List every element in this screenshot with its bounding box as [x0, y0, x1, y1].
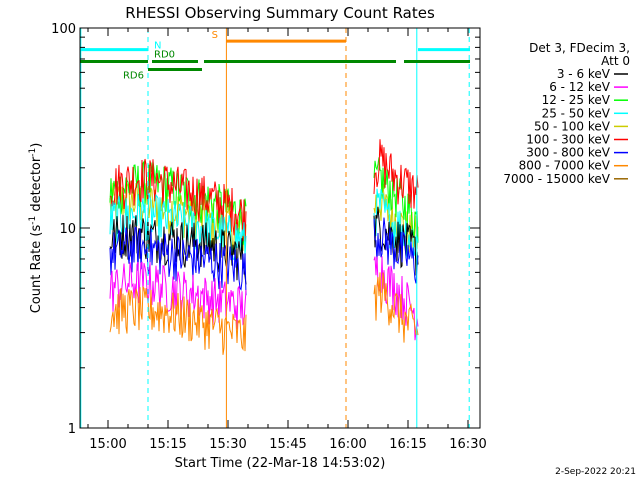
y-axis-ticks: 1 10 100	[51, 22, 480, 437]
legend-entry-label: 12 - 25 keV	[542, 93, 611, 107]
series-6-segment-1	[373, 256, 419, 341]
legend-entry-label: 6 - 12 keV	[549, 80, 611, 94]
y-axis-label-main: Count Rate (s	[29, 225, 44, 314]
y-tick-label: 10	[59, 222, 76, 237]
legend-entry-label: 25 - 50 keV	[542, 106, 611, 120]
y-tick-label: 1	[68, 422, 76, 437]
x-tick-label: 15:00	[89, 437, 126, 452]
y-tick-label: 100	[51, 22, 76, 37]
data-layer	[109, 139, 419, 355]
chart-title: RHESSI Observing Summary Count Rates	[125, 4, 435, 22]
series-4-segment-1	[373, 207, 419, 276]
legend-header-2: Att 0	[601, 54, 630, 68]
legend-entry-label: 800 - 7000 keV	[519, 159, 611, 173]
series-3-segment-0	[109, 193, 247, 261]
x-tick-label: 15:30	[209, 437, 246, 452]
x-tick-label: 16:30	[449, 437, 486, 452]
x-tick-label: 16:00	[329, 437, 366, 452]
series-5-segment-1	[373, 217, 419, 284]
state-bar-label-S: S	[212, 30, 218, 41]
series-2-segment-1	[373, 139, 419, 209]
series-2-segment-0	[109, 158, 247, 242]
series-6-segment-0	[109, 261, 247, 330]
timestamp: 2-Sep-2022 20:21	[555, 467, 636, 477]
legend-entry-label: 7000 - 15000 keV	[503, 172, 610, 186]
legend-entry-label: 3 - 6 keV	[557, 67, 611, 81]
legend-header-1: Det 3, FDecim 3,	[529, 41, 630, 55]
x-axis-ticks: 15:00 15:15 15:30 15:45 16:00 16:15 16:30	[87, 28, 487, 452]
x-axis-label: Start Time (22-Mar-18 14:53:02)	[175, 456, 386, 471]
legend-entry-label: 300 - 800 keV	[526, 146, 610, 160]
series-5-segment-0	[109, 226, 247, 296]
y-axis-label-end: )	[29, 143, 44, 148]
state-bar-label-N: N	[154, 40, 161, 51]
legend-entry-label: 50 - 100 keV	[534, 119, 611, 133]
state-bar-label-RD6: RD6	[123, 70, 144, 81]
state-bar-label-RD0: RD0	[154, 50, 175, 61]
y-axis-label-mid: detector	[29, 156, 44, 216]
series-4-segment-0	[109, 214, 247, 285]
y-axis-label: Count Rate (s-1 detector-1)	[28, 143, 44, 314]
series-7-segment-1	[373, 272, 419, 343]
x-tick-label: 16:15	[389, 437, 426, 452]
x-tick-label: 15:15	[149, 437, 186, 452]
legend-entry-label: 100 - 300 keV	[526, 133, 610, 147]
x-tick-label: 15:45	[269, 437, 306, 452]
y-axis-label-sup2: -1	[28, 148, 38, 157]
y-axis-label-sup1: -1	[28, 216, 38, 225]
series-7-segment-0	[109, 285, 247, 355]
